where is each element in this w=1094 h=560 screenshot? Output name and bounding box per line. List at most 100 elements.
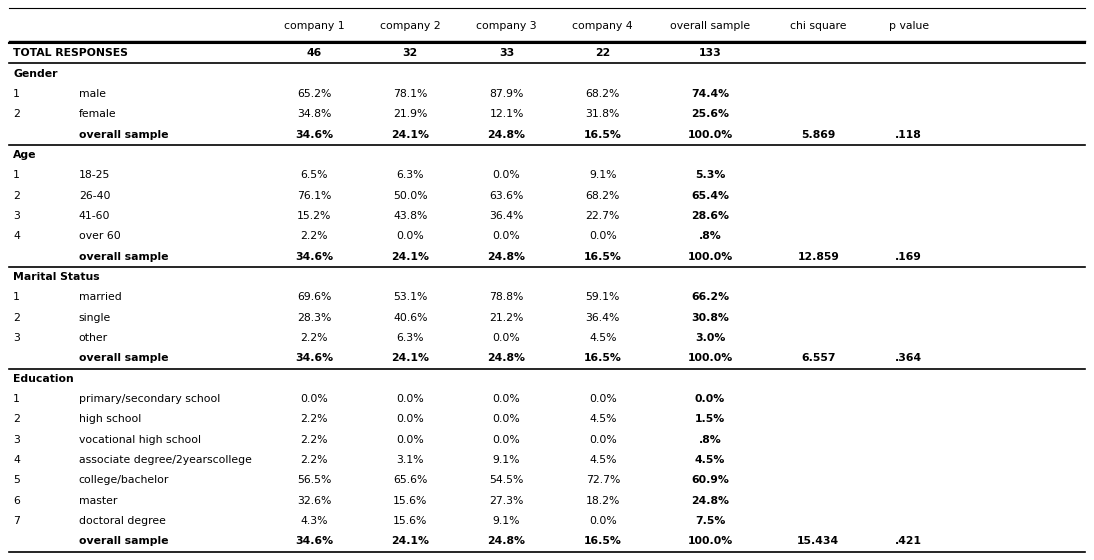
Text: 24.1%: 24.1% bbox=[392, 130, 429, 139]
Text: 15.6%: 15.6% bbox=[393, 496, 428, 506]
Text: 24.8%: 24.8% bbox=[488, 130, 525, 139]
Text: 36.4%: 36.4% bbox=[585, 312, 620, 323]
Text: primary/secondary school: primary/secondary school bbox=[79, 394, 220, 404]
Text: 4: 4 bbox=[13, 231, 20, 241]
Text: 3.1%: 3.1% bbox=[396, 455, 424, 465]
Text: 0.0%: 0.0% bbox=[492, 231, 521, 241]
Text: 16.5%: 16.5% bbox=[584, 130, 621, 139]
Text: 0.0%: 0.0% bbox=[492, 414, 521, 424]
Text: 68.2%: 68.2% bbox=[585, 89, 620, 99]
Text: 133: 133 bbox=[699, 48, 721, 58]
Text: master: master bbox=[79, 496, 117, 506]
Text: 21.9%: 21.9% bbox=[393, 109, 428, 119]
Text: 0.0%: 0.0% bbox=[492, 394, 521, 404]
Text: 74.4%: 74.4% bbox=[691, 89, 729, 99]
Text: single: single bbox=[79, 312, 110, 323]
Text: Marital Status: Marital Status bbox=[13, 272, 100, 282]
Text: 5.3%: 5.3% bbox=[695, 170, 725, 180]
Text: 4.5%: 4.5% bbox=[695, 455, 725, 465]
Text: 41-60: 41-60 bbox=[79, 211, 110, 221]
Text: 9.1%: 9.1% bbox=[492, 455, 521, 465]
Text: 28.6%: 28.6% bbox=[691, 211, 729, 221]
Text: 16.5%: 16.5% bbox=[584, 536, 621, 547]
Text: 24.8%: 24.8% bbox=[691, 496, 729, 506]
Text: 12.1%: 12.1% bbox=[489, 109, 524, 119]
Text: college/bachelor: college/bachelor bbox=[79, 475, 170, 486]
Text: Gender: Gender bbox=[13, 69, 58, 78]
Text: 31.8%: 31.8% bbox=[585, 109, 620, 119]
Text: .118: .118 bbox=[895, 130, 922, 139]
Text: .421: .421 bbox=[895, 536, 922, 547]
Text: 32.6%: 32.6% bbox=[296, 496, 331, 506]
Text: 0.0%: 0.0% bbox=[492, 170, 521, 180]
Text: 2.2%: 2.2% bbox=[300, 231, 328, 241]
Text: 76.1%: 76.1% bbox=[296, 190, 331, 200]
Text: company 1: company 1 bbox=[283, 21, 345, 31]
Text: over 60: over 60 bbox=[79, 231, 120, 241]
Text: 30.8%: 30.8% bbox=[691, 312, 729, 323]
Text: 1.5%: 1.5% bbox=[695, 414, 725, 424]
Text: 2.2%: 2.2% bbox=[300, 455, 328, 465]
Text: .364: .364 bbox=[895, 353, 922, 363]
Text: 24.8%: 24.8% bbox=[488, 251, 525, 262]
Text: 2: 2 bbox=[13, 414, 20, 424]
Text: 4.5%: 4.5% bbox=[589, 333, 617, 343]
Text: 25.6%: 25.6% bbox=[691, 109, 729, 119]
Text: chi square: chi square bbox=[790, 21, 847, 31]
Text: 18.2%: 18.2% bbox=[585, 496, 620, 506]
Text: Age: Age bbox=[13, 150, 36, 160]
Text: overall sample: overall sample bbox=[79, 251, 168, 262]
Text: overall sample: overall sample bbox=[79, 353, 168, 363]
Text: 27.3%: 27.3% bbox=[489, 496, 524, 506]
Text: 0.0%: 0.0% bbox=[589, 231, 617, 241]
Text: 0.0%: 0.0% bbox=[589, 516, 617, 526]
Text: 28.3%: 28.3% bbox=[296, 312, 331, 323]
Text: 34.6%: 34.6% bbox=[295, 251, 333, 262]
Text: 24.1%: 24.1% bbox=[392, 536, 429, 547]
Text: 50.0%: 50.0% bbox=[393, 190, 428, 200]
Text: company 3: company 3 bbox=[476, 21, 537, 31]
Text: 7: 7 bbox=[13, 516, 20, 526]
Text: .8%: .8% bbox=[699, 435, 721, 445]
Text: 2.2%: 2.2% bbox=[300, 414, 328, 424]
Text: 4.5%: 4.5% bbox=[589, 414, 617, 424]
Text: overall sample: overall sample bbox=[670, 21, 750, 31]
Text: 5: 5 bbox=[13, 475, 20, 486]
Text: 87.9%: 87.9% bbox=[489, 89, 524, 99]
Text: 9.1%: 9.1% bbox=[492, 516, 521, 526]
Text: married: married bbox=[79, 292, 121, 302]
Text: p value: p value bbox=[888, 21, 929, 31]
Text: 7.5%: 7.5% bbox=[695, 516, 725, 526]
Text: company 4: company 4 bbox=[572, 21, 633, 31]
Text: 0.0%: 0.0% bbox=[589, 394, 617, 404]
Text: 2: 2 bbox=[13, 109, 20, 119]
Text: 24.8%: 24.8% bbox=[488, 353, 525, 363]
Text: 65.2%: 65.2% bbox=[296, 89, 331, 99]
Text: 6.557: 6.557 bbox=[801, 353, 836, 363]
Text: associate degree/2yearscollege: associate degree/2yearscollege bbox=[79, 455, 252, 465]
Text: 3: 3 bbox=[13, 211, 20, 221]
Text: 22.7%: 22.7% bbox=[585, 211, 620, 221]
Text: 0.0%: 0.0% bbox=[589, 435, 617, 445]
Text: 53.1%: 53.1% bbox=[393, 292, 428, 302]
Text: 6: 6 bbox=[13, 496, 20, 506]
Text: 6.3%: 6.3% bbox=[396, 333, 424, 343]
Text: 54.5%: 54.5% bbox=[489, 475, 524, 486]
Text: 1: 1 bbox=[13, 394, 20, 404]
Text: 72.7%: 72.7% bbox=[585, 475, 620, 486]
Text: 32: 32 bbox=[403, 48, 418, 58]
Text: 2.2%: 2.2% bbox=[300, 435, 328, 445]
Text: overall sample: overall sample bbox=[79, 130, 168, 139]
Text: male: male bbox=[79, 89, 106, 99]
Text: 0.0%: 0.0% bbox=[396, 231, 424, 241]
Text: 12.859: 12.859 bbox=[798, 251, 839, 262]
Text: 65.4%: 65.4% bbox=[691, 190, 729, 200]
Text: 22: 22 bbox=[595, 48, 610, 58]
Text: 15.434: 15.434 bbox=[798, 536, 839, 547]
Text: 4.3%: 4.3% bbox=[300, 516, 328, 526]
Text: 56.5%: 56.5% bbox=[296, 475, 331, 486]
Text: 100.0%: 100.0% bbox=[687, 353, 733, 363]
Text: 69.6%: 69.6% bbox=[296, 292, 331, 302]
Text: 16.5%: 16.5% bbox=[584, 353, 621, 363]
Text: .169: .169 bbox=[895, 251, 922, 262]
